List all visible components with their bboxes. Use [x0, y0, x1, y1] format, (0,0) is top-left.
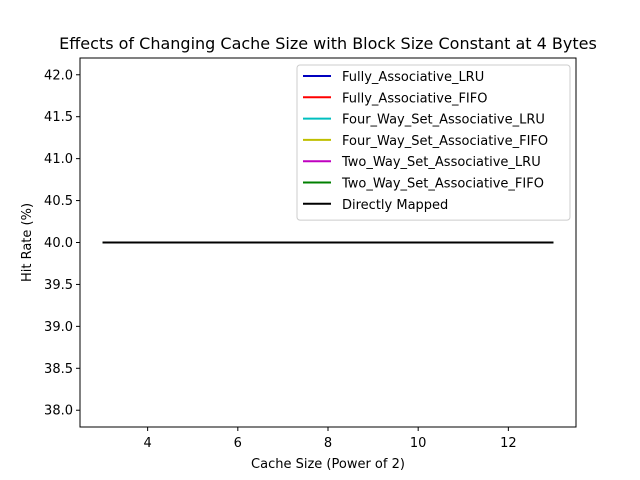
legend-label-4: Two_Way_Set_Associative_LRU	[341, 155, 541, 170]
legend-label-0: Fully_Associative_LRU	[342, 70, 484, 85]
x-axis-ticks: 4 6 8 10 12	[143, 427, 517, 451]
y-tick-label-0: 38.0	[44, 404, 73, 419]
y-tick-label-7: 41.5	[44, 110, 73, 125]
legend-label-3: Four_Way_Set_Associative_FIFO	[342, 134, 548, 149]
y-tick-label-8: 42.0	[44, 68, 73, 83]
x-axis-label: Cache Size (Power of 2)	[251, 457, 405, 472]
y-tick-label-3: 39.5	[44, 278, 73, 293]
y-tick-label-2: 39.0	[44, 320, 73, 335]
x-tick-label-2: 8	[324, 436, 332, 451]
y-axis-label: Hit Rate (%)	[20, 203, 35, 282]
y-tick-label-4: 40.0	[44, 236, 73, 251]
legend-label-5: Two_Way_Set_Associative_FIFO	[341, 177, 544, 192]
y-tick-label-5: 40.5	[44, 194, 73, 209]
legend-label-6: Directly Mapped	[342, 198, 448, 213]
x-tick-label-4: 12	[500, 436, 517, 451]
legend-box	[296, 64, 571, 221]
y-tick-label-1: 38.5	[44, 362, 73, 377]
legend-label-1: Fully_Associative_FIFO	[342, 91, 487, 106]
x-tick-label-0: 4	[143, 436, 151, 451]
x-tick-label-3: 10	[410, 436, 427, 451]
x-tick-label-1: 6	[234, 436, 242, 451]
chart-title: Effects of Changing Cache Size with Bloc…	[59, 34, 597, 53]
legend: Fully_Associative_LRU Fully_Associative_F…	[296, 64, 571, 221]
y-axis-ticks: 38.0 38.5 39.0 39.5 40.0 40.5 41.0 41.5 42.0	[44, 68, 80, 419]
legend-label-2: Four_Way_Set_Associative_LRU	[342, 113, 545, 128]
y-tick-label-6: 41.0	[44, 152, 73, 167]
